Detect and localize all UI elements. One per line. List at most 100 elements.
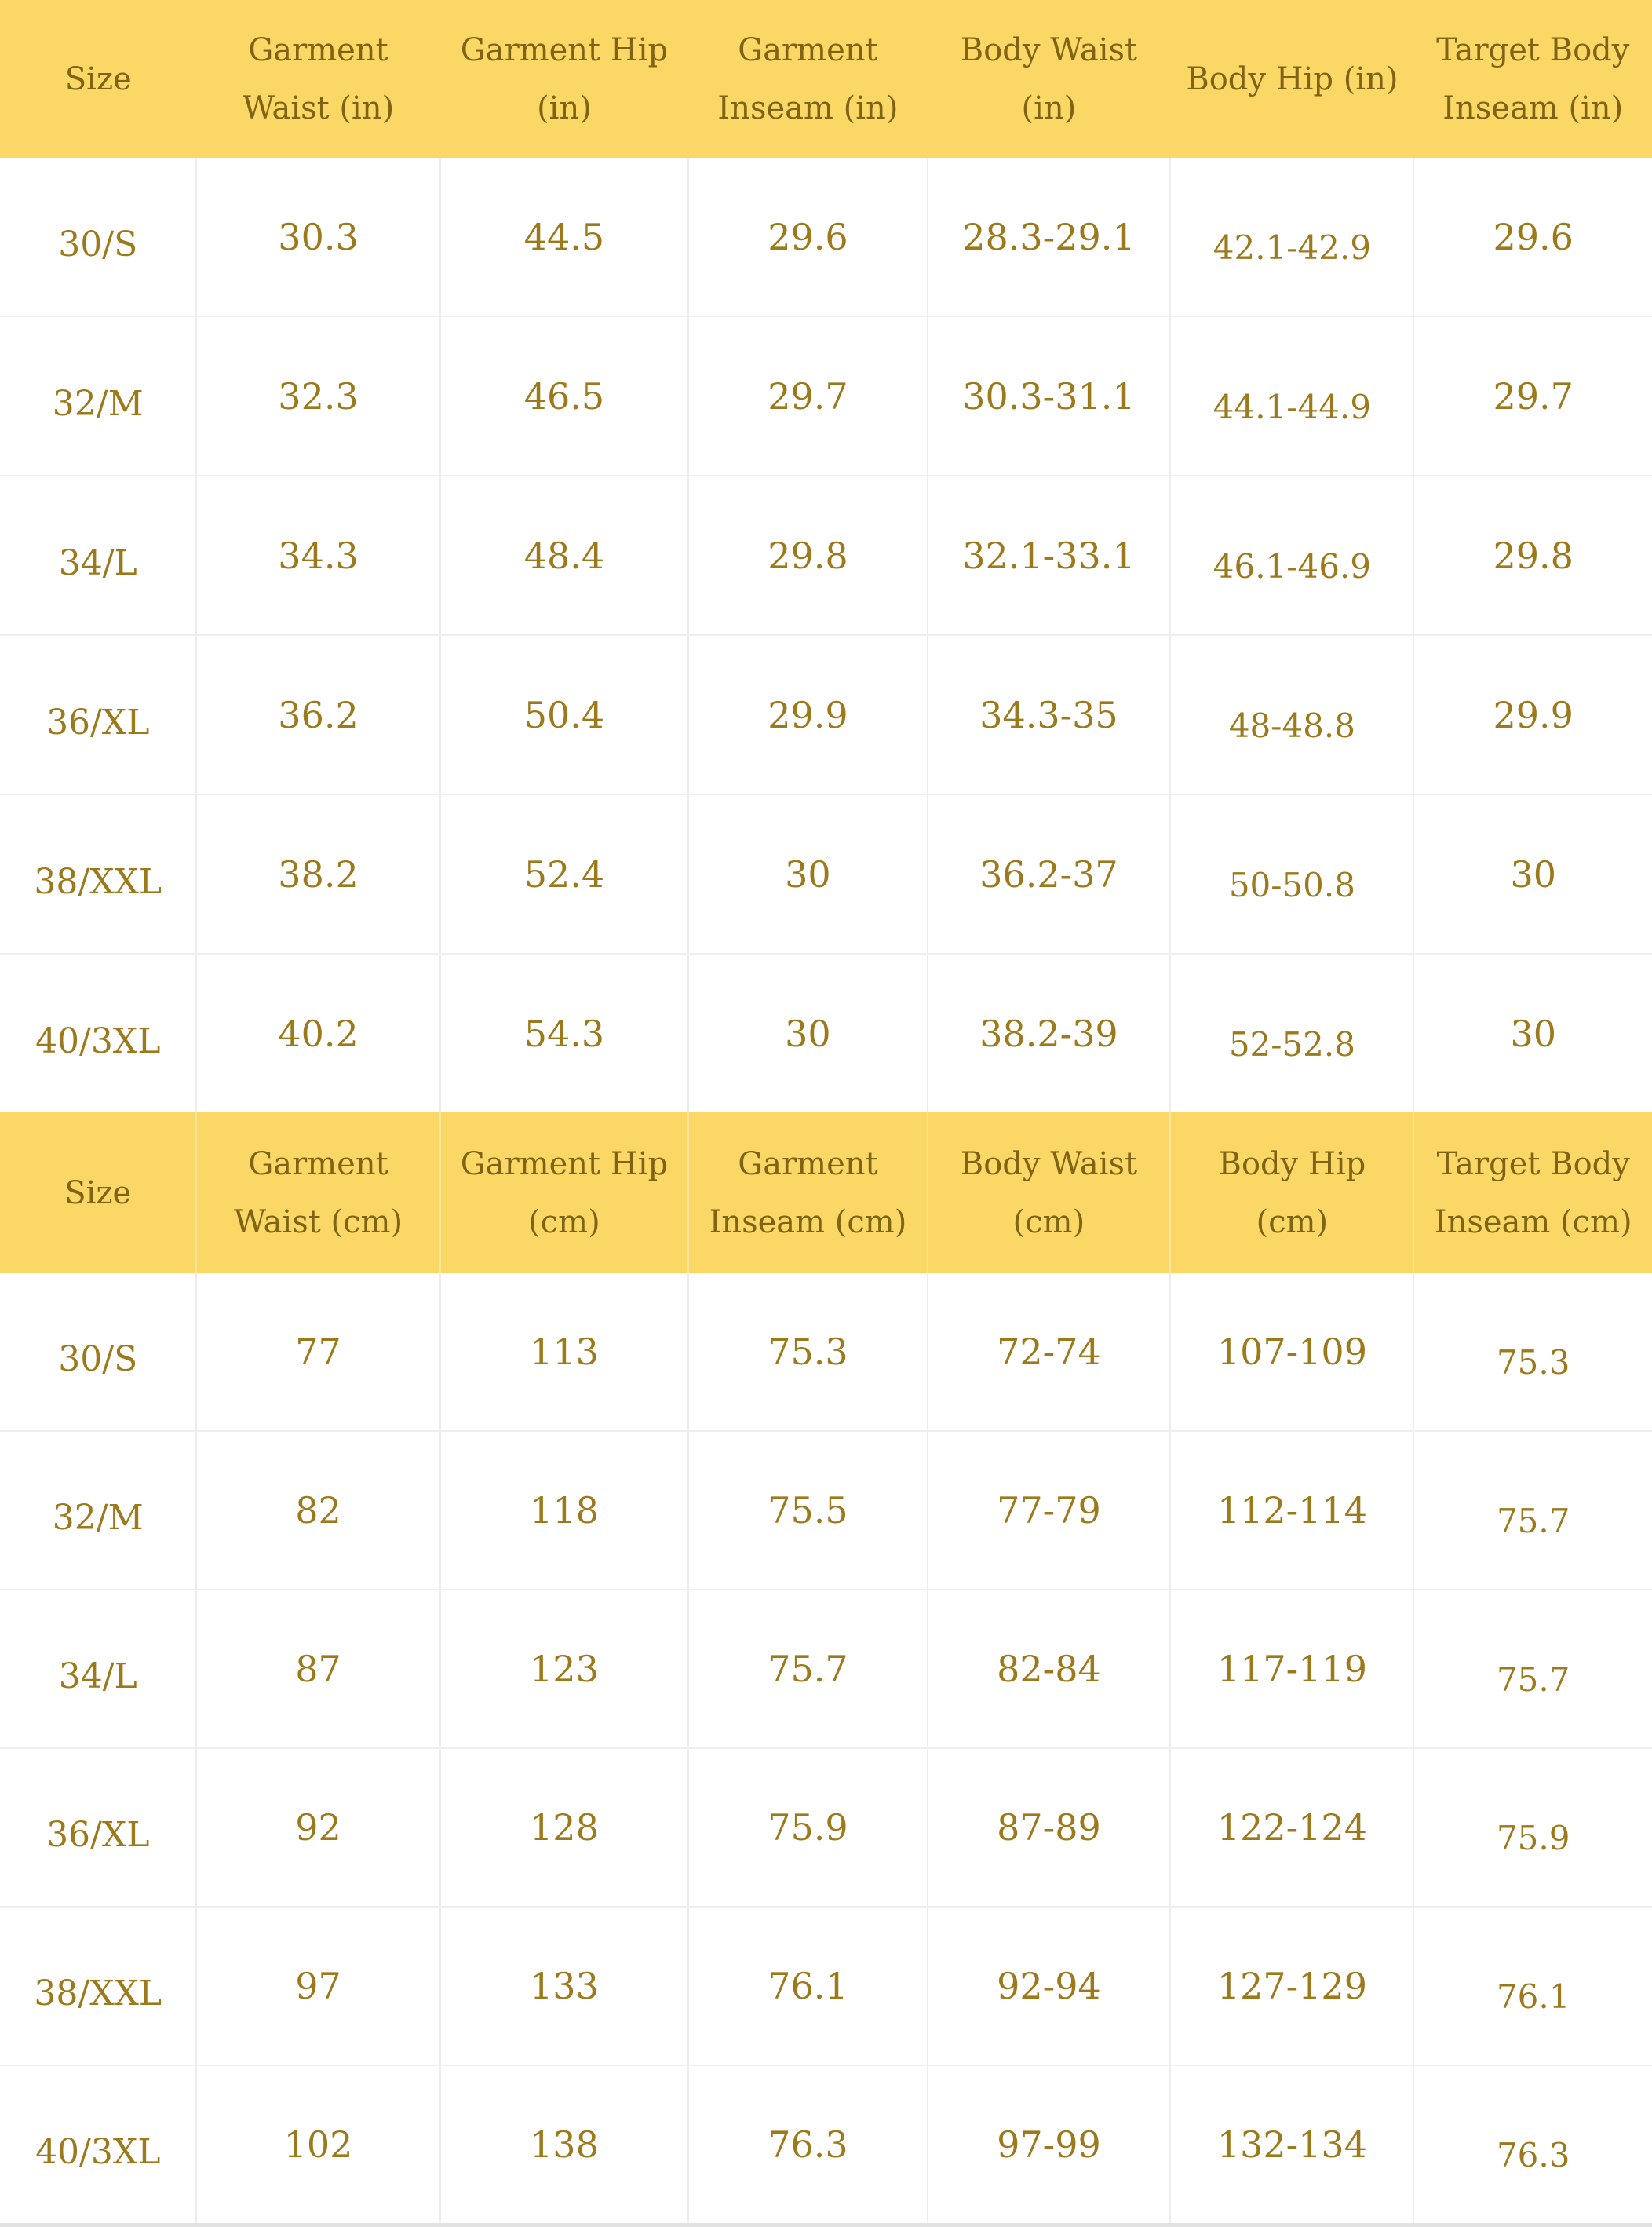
cell-value: 97-99	[997, 2123, 1101, 2166]
value-cell: 76.3	[1413, 2065, 1652, 2227]
value-cell: 117-119	[1170, 1590, 1415, 1749]
cell-value: 92	[295, 1806, 341, 1849]
cell-value: 32.3	[278, 374, 359, 418]
cell-value: 46.5	[523, 374, 605, 418]
value-cell: 28.3-29.1	[927, 158, 1172, 317]
size-cell: 34/L	[0, 476, 198, 636]
cell-value: 29.9	[1493, 693, 1574, 736]
value-cell: 46.1-46.9	[1170, 476, 1415, 636]
cell-value: 75.7	[768, 1648, 848, 1690]
cell-value: 87-89	[997, 1806, 1101, 1849]
table-row-30-s: 30/S 30.3 44.5 29.6 28.3-29.1 42.1-42.9 29.6	[0, 158, 1652, 317]
cell-value: 76.3	[768, 2123, 848, 2166]
header-cell-garment-hip-in: Garment Hip (in)	[439, 0, 689, 158]
size-cell: 30/S	[0, 1273, 198, 1432]
value-cell: 29.8	[1413, 476, 1652, 636]
header-cell-size: Size	[0, 0, 197, 158]
cell-value: 128	[530, 1806, 599, 1849]
cell-value: 38.2-39	[979, 1012, 1118, 1055]
cell-value: 117-119	[1216, 1648, 1367, 1690]
cell-value: 30	[785, 1012, 831, 1055]
cell-value: 76.1	[1496, 1977, 1570, 2016]
table-row-36-xl: 36/XL 36.2 50.4 29.9 34.3-35 48-48.8 29.9	[0, 635, 1652, 795]
cell-value: 30	[1510, 1012, 1556, 1055]
value-cell: 29.9	[1413, 635, 1652, 795]
value-cell: 123	[439, 1590, 690, 1749]
size-cell: 38/XXL	[0, 794, 198, 955]
table-row-40-3xl: 40/3XL 40.2 54.3 30 38.2-39 52-52.8 30	[0, 954, 1652, 1112]
table-row-38-xxl: 38/XXL 38.2 52.4 30 36.2-37 50-50.8 30	[0, 794, 1652, 955]
cell-value: 132-134	[1216, 2123, 1367, 2166]
value-cell: 34.3	[196, 476, 441, 636]
header-row: Size Garment Waist (in) Garment Hip (in) Ga…	[0, 0, 1652, 158]
value-cell: 40.2	[196, 954, 441, 1112]
value-cell: 76.1	[1413, 1907, 1652, 2066]
value-cell: 75.3	[688, 1273, 928, 1432]
cell-value: 36/XL	[46, 1815, 150, 1855]
cell-value: 54.3	[523, 1012, 605, 1055]
value-cell: 29.7	[1413, 316, 1652, 476]
header-cell-target-body-inseam-in: Target Body Inseam (in)	[1413, 0, 1652, 158]
header-cell-body-hip-in: Body Hip (in)	[1170, 0, 1414, 158]
cell-value: 34/L	[58, 542, 137, 583]
table-body-centimeters: 30/S 77 113 75.3 72-74 107-109 75.3 32/M 82 118 75…	[0, 1273, 1652, 2227]
cell-value: 30/S	[58, 224, 138, 265]
cell-value: 75.3	[768, 1331, 848, 1373]
value-cell: 48-48.8	[1170, 635, 1415, 795]
header-row: Size Garment Waist (cm) Garment Hip (cm) Ga…	[0, 1112, 1652, 1273]
value-cell: 30	[1413, 794, 1652, 955]
cell-value: 92-94	[997, 1965, 1101, 2007]
value-cell: 75.9	[688, 1748, 928, 1908]
value-cell: 82	[196, 1431, 441, 1590]
table-row-36-xl: 36/XL 92 128 75.9 87-89 122-124 75.9	[0, 1748, 1652, 1908]
size-cell: 36/XL	[0, 1748, 198, 1908]
cell-value: 72-74	[997, 1331, 1101, 1373]
cell-value: 52-52.8	[1228, 1024, 1355, 1064]
value-cell: 42.1-42.9	[1170, 158, 1415, 317]
cell-value: 113	[530, 1331, 599, 1373]
table-row-34-l: 34/L 34.3 48.4 29.8 32.1-33.1 46.1-46.9 29.8	[0, 476, 1652, 636]
cell-value: 32.1-33.1	[962, 534, 1136, 577]
header-cell-garment-waist-in: Garment Waist (in)	[196, 0, 440, 158]
size-cell: 40/3XL	[0, 954, 198, 1112]
value-cell: 107-109	[1170, 1273, 1415, 1432]
value-cell: 32.1-33.1	[927, 476, 1172, 636]
size-cell: 38/XXL	[0, 1907, 198, 2066]
value-cell: 77-79	[927, 1431, 1172, 1590]
cell-value: 76.3	[1496, 2136, 1570, 2174]
value-cell: 36.2	[196, 635, 441, 795]
value-cell: 75.7	[1413, 1590, 1652, 1749]
value-cell: 77	[196, 1273, 441, 1432]
value-cell: 29.7	[688, 316, 928, 476]
value-cell: 128	[439, 1748, 690, 1908]
cell-value: 38/XXL	[34, 1973, 162, 2013]
cell-value: 38/XXL	[34, 861, 162, 902]
cell-value: 87	[295, 1648, 341, 1690]
cell-value: 102	[283, 2123, 353, 2166]
cell-value: 82-84	[997, 1648, 1101, 1690]
table-row-38-xxl: 38/XXL 97 133 76.1 92-94 127-129 76.1	[0, 1907, 1652, 2066]
value-cell: 72-74	[927, 1273, 1172, 1432]
value-cell: 118	[439, 1431, 690, 1590]
table-row-40-3xl: 40/3XL 102 138 76.3 97-99 132-134 76.3	[0, 2065, 1652, 2227]
value-cell: 82-84	[927, 1590, 1172, 1749]
cell-value: 30	[785, 852, 831, 896]
value-cell: 92	[196, 1748, 441, 1908]
cell-value: 29.8	[768, 534, 848, 577]
cell-value: 48-48.8	[1228, 706, 1355, 745]
value-cell: 30	[688, 794, 928, 955]
cell-value: 75.3	[1496, 1343, 1570, 1382]
cell-value: 75.7	[1496, 1502, 1570, 1540]
value-cell: 30.3	[196, 158, 441, 317]
cell-value: 29.6	[1493, 215, 1574, 258]
cell-value: 75.7	[1496, 1660, 1570, 1699]
value-cell: 48.4	[439, 476, 690, 636]
header-cell-garment-waist-cm: Garment Waist (cm)	[196, 1112, 441, 1273]
table-header-centimeters: Size Garment Waist (cm) Garment Hip (cm) Ga…	[0, 1112, 1652, 1273]
value-cell: 38.2	[196, 794, 441, 955]
value-cell: 32.3	[196, 316, 441, 476]
cell-value: 36/XL	[46, 702, 150, 743]
value-cell: 102	[196, 2065, 441, 2227]
cell-value: 36.2-37	[979, 852, 1118, 896]
value-cell: 29.6	[1413, 158, 1652, 317]
